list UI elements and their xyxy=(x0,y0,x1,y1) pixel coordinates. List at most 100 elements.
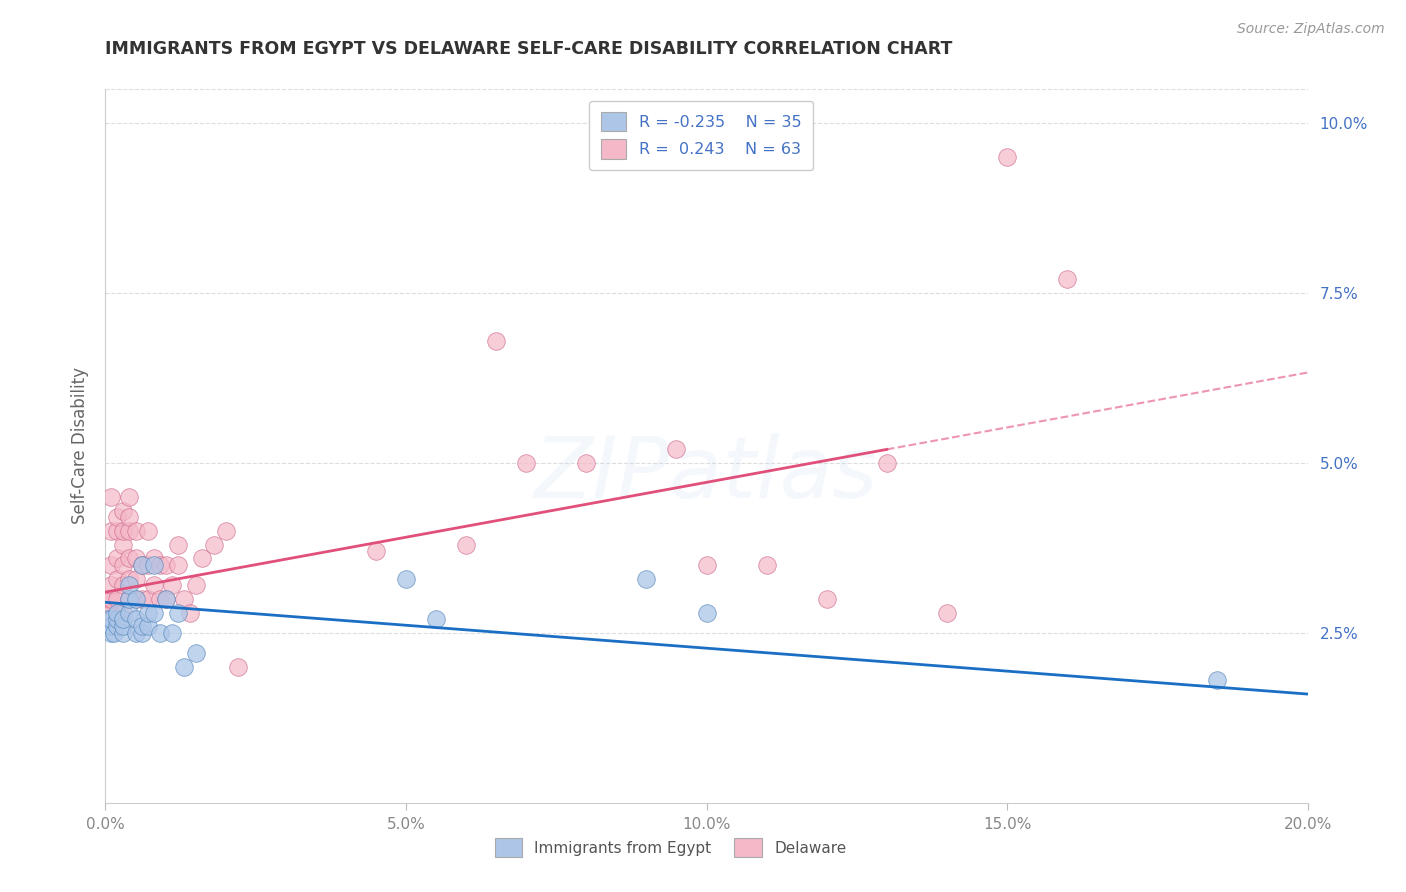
Point xyxy=(112,578,135,592)
Point xyxy=(118,591,141,606)
Text: ZIPatlas: ZIPatlas xyxy=(534,433,879,516)
Point xyxy=(112,524,135,538)
Point xyxy=(142,606,165,620)
Point xyxy=(184,646,207,660)
Point xyxy=(136,558,159,572)
Point xyxy=(100,490,122,504)
Point xyxy=(166,558,188,572)
Point xyxy=(124,626,146,640)
Text: IMMIGRANTS FROM EGYPT VS DELAWARE SELF-CARE DISABILITY CORRELATION CHART: IMMIGRANTS FROM EGYPT VS DELAWARE SELF-C… xyxy=(105,40,953,58)
Point xyxy=(142,578,165,592)
Point xyxy=(696,558,718,572)
Point xyxy=(100,606,122,620)
Point xyxy=(142,558,165,572)
Point xyxy=(112,558,135,572)
Point xyxy=(107,591,129,606)
Point xyxy=(636,572,658,586)
Point xyxy=(136,591,159,606)
Point xyxy=(107,619,129,633)
Point xyxy=(112,503,135,517)
Point xyxy=(118,490,141,504)
Legend: Immigrants from Egypt, Delaware: Immigrants from Egypt, Delaware xyxy=(488,832,852,863)
Point xyxy=(166,537,188,551)
Point xyxy=(160,626,183,640)
Point xyxy=(142,551,165,566)
Point xyxy=(100,626,122,640)
Point xyxy=(136,524,159,538)
Point xyxy=(107,606,129,620)
Point xyxy=(131,626,153,640)
Point xyxy=(118,578,141,592)
Point xyxy=(100,558,122,572)
Point xyxy=(131,558,153,572)
Point xyxy=(202,537,225,551)
Point xyxy=(100,619,122,633)
Point xyxy=(112,612,135,626)
Point xyxy=(1056,272,1078,286)
Point xyxy=(454,537,477,551)
Point xyxy=(173,591,195,606)
Point xyxy=(107,510,129,524)
Point xyxy=(1206,673,1229,688)
Point xyxy=(124,524,146,538)
Point xyxy=(97,591,120,606)
Point xyxy=(148,558,170,572)
Point xyxy=(118,572,141,586)
Point xyxy=(148,591,170,606)
Point xyxy=(155,558,177,572)
Point xyxy=(876,456,898,470)
Point xyxy=(160,578,183,592)
Point xyxy=(112,619,135,633)
Point xyxy=(815,591,838,606)
Point xyxy=(995,150,1018,164)
Point xyxy=(131,619,153,633)
Y-axis label: Self-Care Disability: Self-Care Disability xyxy=(70,368,89,524)
Point xyxy=(485,334,508,348)
Point xyxy=(107,612,129,626)
Point xyxy=(179,606,201,620)
Point xyxy=(103,626,125,640)
Point xyxy=(100,578,122,592)
Point xyxy=(155,591,177,606)
Point xyxy=(118,591,141,606)
Text: Source: ZipAtlas.com: Source: ZipAtlas.com xyxy=(1237,22,1385,37)
Point xyxy=(124,572,146,586)
Point xyxy=(131,558,153,572)
Point xyxy=(148,626,170,640)
Point xyxy=(124,591,146,606)
Point xyxy=(173,660,195,674)
Point xyxy=(665,442,688,457)
Point xyxy=(184,578,207,592)
Point xyxy=(100,591,122,606)
Point xyxy=(112,606,135,620)
Point xyxy=(107,551,129,566)
Point xyxy=(118,606,141,620)
Point xyxy=(364,544,387,558)
Point xyxy=(97,612,120,626)
Point xyxy=(425,612,447,626)
Point xyxy=(226,660,249,674)
Point xyxy=(96,606,118,620)
Point xyxy=(190,551,212,566)
Point xyxy=(395,572,418,586)
Point xyxy=(107,572,129,586)
Point xyxy=(515,456,537,470)
Point xyxy=(136,619,159,633)
Point xyxy=(136,606,159,620)
Point xyxy=(124,551,146,566)
Point xyxy=(107,524,129,538)
Point xyxy=(696,606,718,620)
Point xyxy=(124,591,146,606)
Point xyxy=(155,591,177,606)
Point xyxy=(100,524,122,538)
Point xyxy=(214,524,236,538)
Point xyxy=(124,612,146,626)
Point xyxy=(112,626,135,640)
Point xyxy=(112,537,135,551)
Point xyxy=(100,612,122,626)
Point xyxy=(118,524,141,538)
Point xyxy=(131,591,153,606)
Point xyxy=(575,456,598,470)
Point xyxy=(166,606,188,620)
Point xyxy=(118,510,141,524)
